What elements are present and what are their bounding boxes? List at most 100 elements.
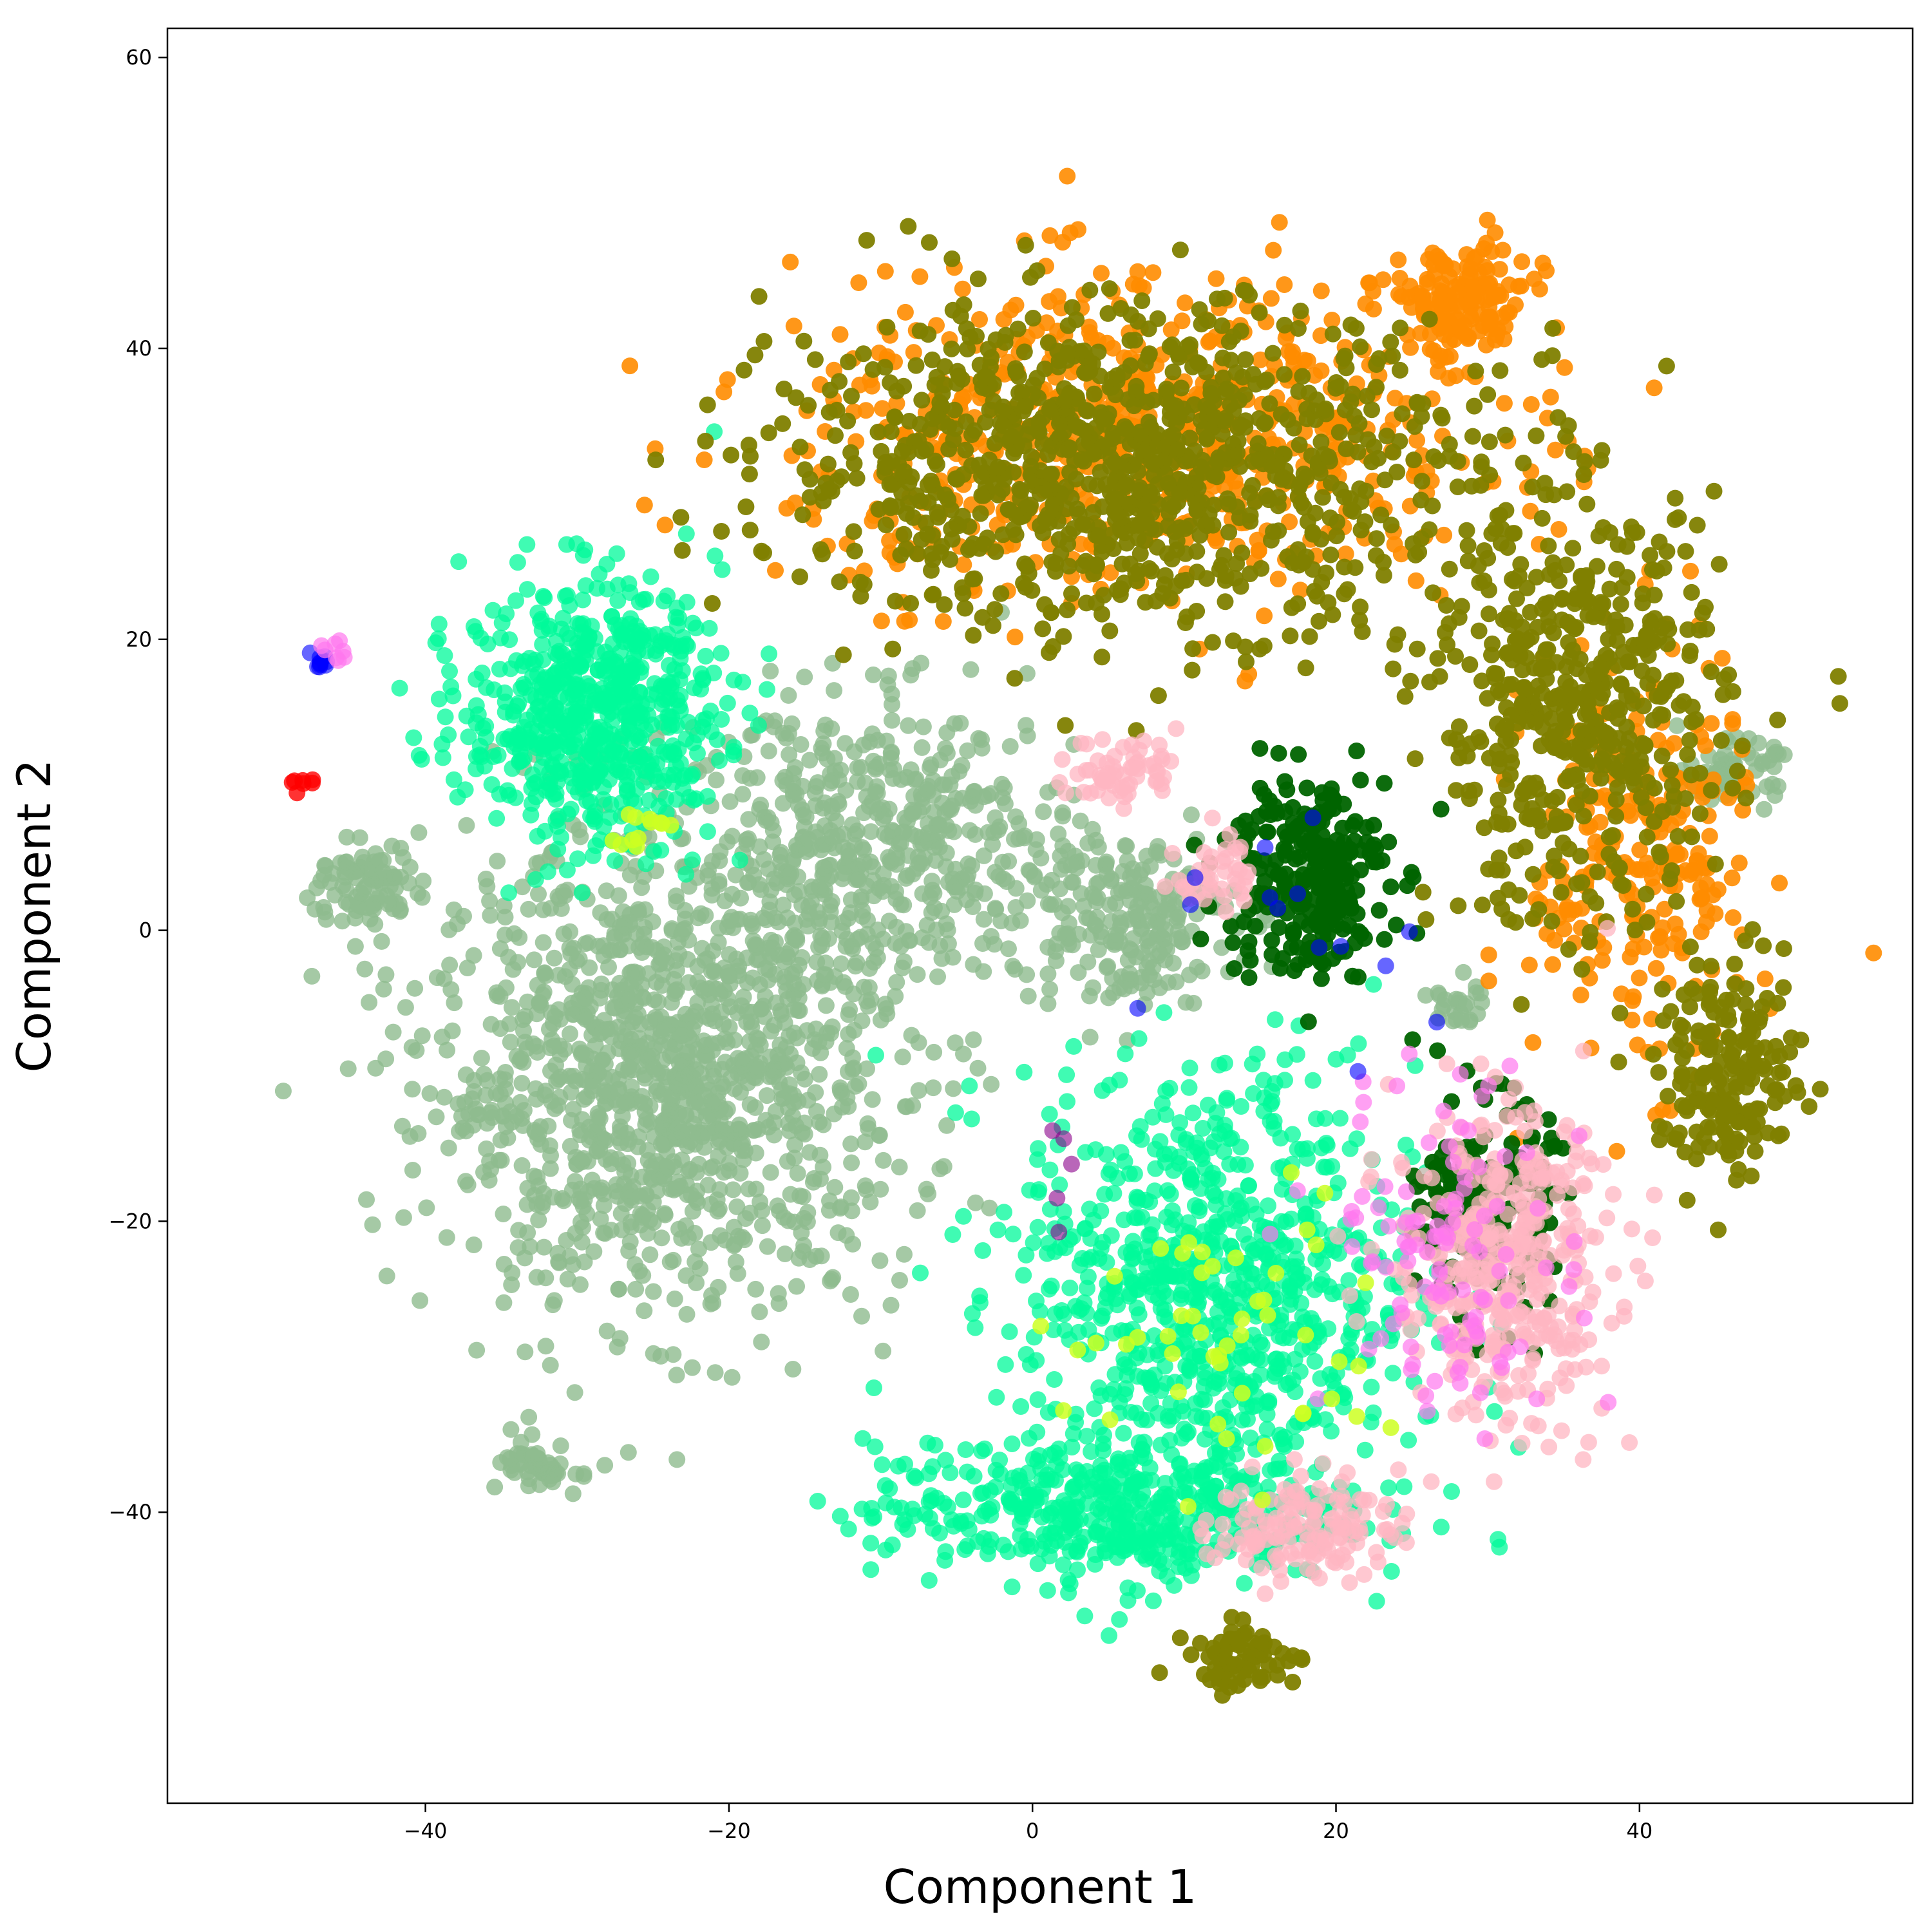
scatter-point: [1117, 1244, 1135, 1261]
scatter-point: [1365, 1404, 1382, 1421]
scatter-point: [883, 685, 900, 703]
scatter-point: [967, 826, 984, 843]
scatter-point: [699, 823, 716, 840]
scatter-point: [640, 791, 658, 809]
scatter-point: [1276, 276, 1293, 293]
scatter-point: [1189, 1139, 1206, 1157]
scatter-point: [786, 1150, 803, 1167]
scatter-point: [1249, 1045, 1266, 1063]
scatter-point: [1061, 1542, 1079, 1560]
scatter-point: [667, 1180, 685, 1197]
scatter-point: [1283, 1210, 1300, 1227]
scatter-point: [558, 862, 576, 878]
scatter-point: [1432, 1519, 1450, 1536]
scatter-point: [840, 1098, 857, 1115]
scatter-point: [1284, 1372, 1302, 1388]
scatter-point: [576, 781, 594, 798]
scatter-point: [975, 963, 992, 980]
scatter-point: [826, 682, 843, 699]
scatter-point: [1495, 395, 1513, 412]
scatter-point: [621, 357, 639, 375]
scatter-point: [530, 886, 547, 903]
scatter-point: [945, 896, 963, 913]
scatter-point: [404, 1162, 421, 1179]
scatter-point: [959, 742, 976, 759]
scatter-point: [1396, 1478, 1413, 1495]
scatter-point: [1021, 1356, 1039, 1374]
scatter-point: [514, 878, 531, 896]
scatter-point: [716, 1103, 734, 1121]
scatter-point: [656, 516, 674, 534]
scatter-point: [545, 1037, 562, 1055]
scatter-point: [1224, 1280, 1241, 1298]
scatter-point: [714, 1122, 732, 1139]
scatter-point: [920, 1493, 938, 1511]
scatter-point: [1133, 1131, 1150, 1148]
scatter-point: [554, 609, 572, 627]
scatter-point: [542, 1160, 559, 1177]
scatter-point: [985, 824, 1003, 841]
scatter-point: [1682, 562, 1699, 580]
scatter-point: [459, 960, 476, 976]
scatter-point: [887, 934, 904, 952]
scatter-point: [735, 989, 752, 1006]
scatter-point: [567, 676, 584, 693]
scatter-point: [499, 782, 516, 799]
scatter-series-7: [391, 423, 778, 902]
scatter-point: [428, 1108, 445, 1126]
scatter-point: [912, 1264, 929, 1282]
scatter-point: [592, 761, 609, 778]
scatter-point: [853, 1012, 871, 1030]
scatter-point: [633, 1088, 650, 1105]
scatter-point: [384, 1023, 402, 1041]
scatter-point: [1215, 1399, 1232, 1416]
scatter-point: [862, 853, 879, 871]
scatter-point: [577, 577, 594, 594]
scatter-point: [621, 866, 639, 884]
scatter-point: [1284, 1126, 1301, 1143]
scatter-point: [896, 612, 913, 630]
scatter-point: [847, 958, 864, 975]
scatter-point: [1077, 1144, 1094, 1161]
scatter-point: [639, 1225, 656, 1242]
scatter-point: [1094, 1233, 1112, 1251]
scatter-point: [831, 326, 849, 343]
scatter-point: [874, 883, 891, 900]
scatter-point: [1010, 815, 1028, 833]
scatter-point: [1182, 806, 1200, 824]
scatter-point: [583, 1171, 601, 1189]
scatter-point: [997, 1356, 1014, 1373]
scatter-point: [1177, 994, 1195, 1011]
scatter-point: [1039, 1582, 1056, 1599]
scatter-point: [528, 1269, 545, 1286]
scatter-point: [704, 1005, 721, 1023]
scatter-point: [449, 788, 466, 806]
scatter-point: [722, 998, 739, 1016]
scatter-point: [522, 806, 540, 824]
scatter-point: [967, 885, 984, 902]
scatter-point: [887, 988, 904, 1005]
scatter-point: [497, 979, 515, 996]
scatter-point: [684, 1202, 701, 1220]
scatter-point: [1274, 1351, 1291, 1368]
scatter-point: [516, 653, 533, 670]
scatter-point: [975, 847, 992, 864]
scatter-point: [760, 743, 777, 760]
scatter-point: [1079, 1280, 1095, 1297]
scatter-point: [715, 383, 733, 401]
scatter-point: [688, 790, 705, 808]
scatter-point: [465, 1236, 482, 1253]
scatter-point: [641, 1246, 659, 1264]
scatter-point: [346, 909, 364, 927]
scatter-point: [1041, 227, 1059, 244]
scatter-point: [728, 951, 745, 968]
scatter-point: [464, 1117, 482, 1134]
scatter-point: [1115, 1425, 1132, 1442]
scatter-point: [1236, 672, 1254, 690]
scatter-point: [1181, 1359, 1198, 1376]
scatter-point: [799, 918, 817, 934]
scatter-point: [667, 982, 684, 999]
scatter-point: [1329, 1175, 1347, 1192]
scatter-point: [642, 1170, 659, 1187]
